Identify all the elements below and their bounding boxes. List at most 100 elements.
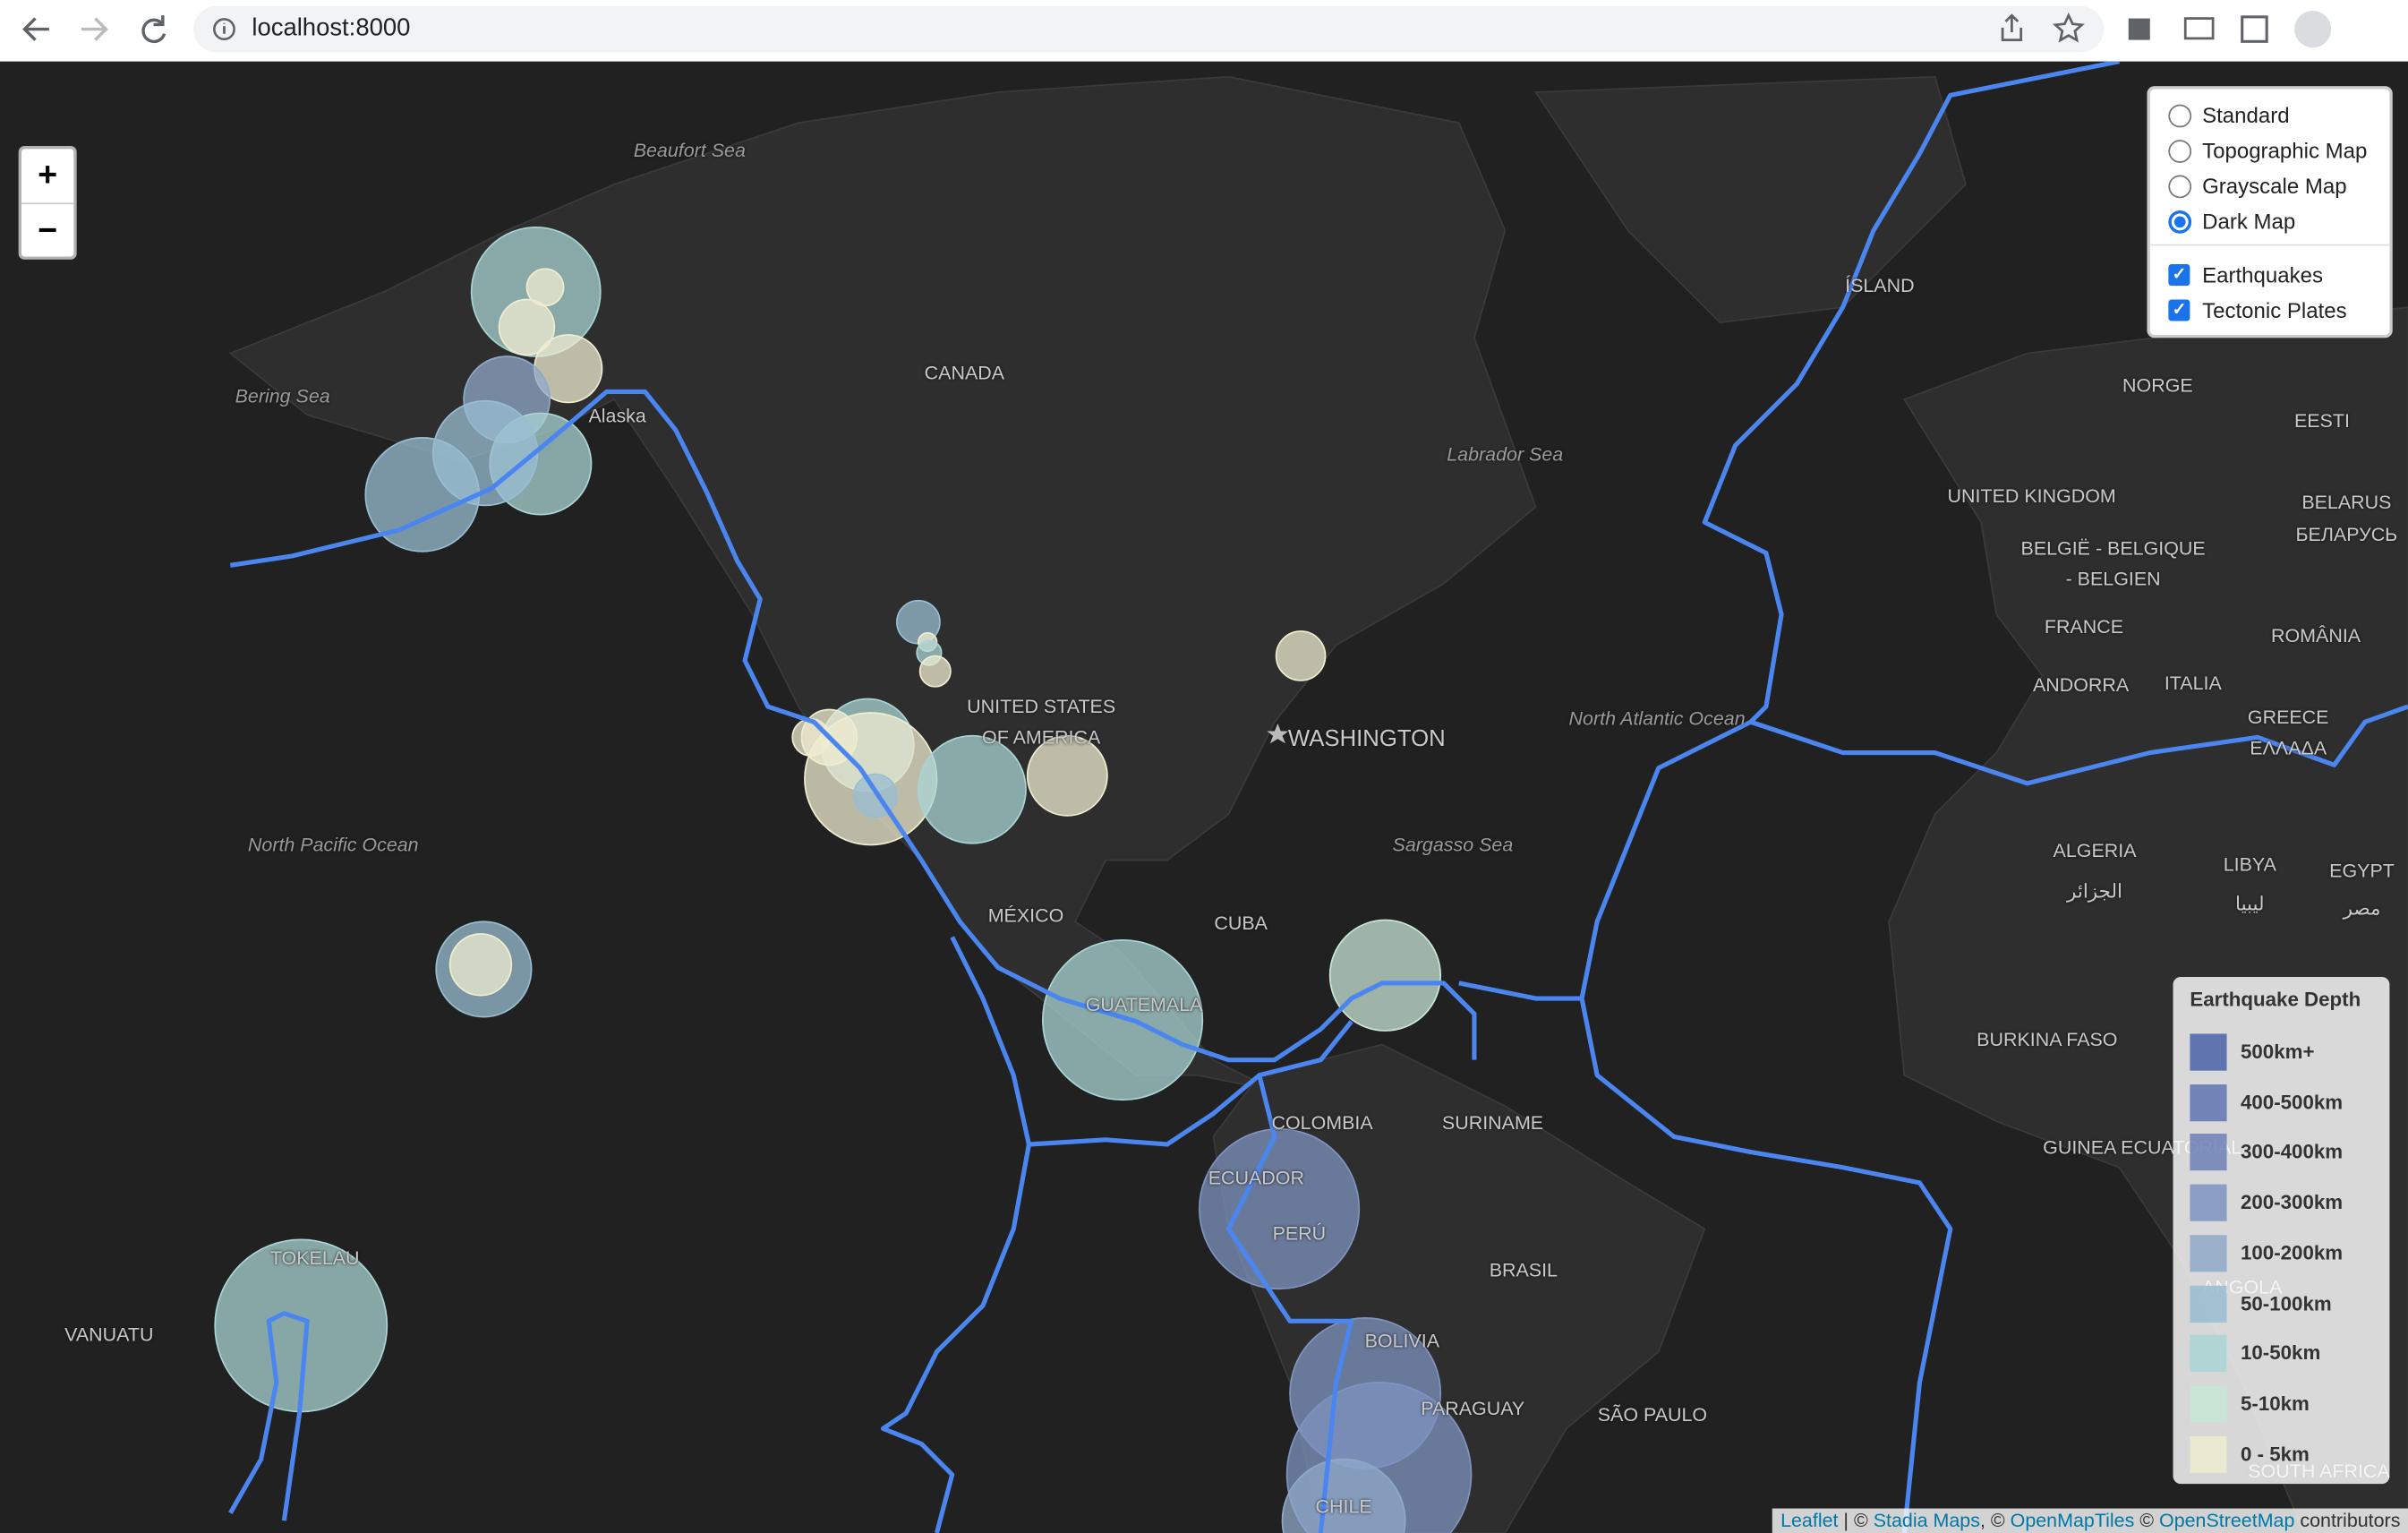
site-info-icon[interactable] [212, 6, 243, 52]
legend-label: 10-50km [2241, 1340, 2321, 1365]
legend-swatch [2190, 1335, 2227, 1373]
map-label: WASHINGTON [1287, 725, 1446, 752]
nav-buttons [22, 15, 167, 44]
map-label: SURINAME [1441, 1111, 1544, 1134]
legend-swatch [2190, 1083, 2227, 1121]
base-layer-label: Topographic Map [2202, 138, 2368, 163]
map-label: Labrador Sea [1447, 443, 1564, 466]
map-label: ΕΛΛΑΔΑ [2250, 737, 2327, 759]
map-label: North Pacific Ocean [247, 834, 419, 856]
attribution-text: © [2134, 1510, 2160, 1532]
browser-toolbar: localhost:8000 [0, 0, 2408, 64]
map-label: Beaufort Sea [633, 140, 746, 162]
overlay-label: Earthquakes [2202, 262, 2323, 287]
address-bar[interactable]: localhost:8000 [193, 5, 2105, 53]
layer-control: Standard Topographic Map Grayscale Map Dark… [2147, 86, 2393, 338]
zoom-out[interactable]: − [38, 210, 58, 249]
legend-label: 200-300km [2241, 1190, 2344, 1214]
capital-star [1267, 723, 1289, 744]
url-text[interactable]: localhost:8000 [252, 15, 411, 42]
map-label: BURKINA FASO [1977, 1029, 2118, 1051]
radio-button[interactable] [2168, 140, 2192, 163]
map-label: GREECE [2247, 707, 2329, 729]
attribution-text: contributors [2294, 1510, 2401, 1532]
checkbox[interactable]: ✓ [2168, 264, 2190, 287]
earthquake-marker[interactable] [918, 734, 1027, 844]
map-label: الجزائر [2067, 880, 2122, 903]
reload-button[interactable] [141, 15, 167, 44]
map-label: North Atlantic Ocean [1568, 707, 1746, 730]
checkbox[interactable]: ✓ [2168, 299, 2190, 321]
map-label: ITALIA [2164, 672, 2222, 695]
map-label: FRANCE [2044, 615, 2124, 638]
back-button[interactable] [22, 17, 49, 41]
map-label: TOKELAU [269, 1246, 360, 1269]
legend-swatch [2190, 1284, 2227, 1323]
map-label: COLOMBIA [1271, 1111, 1373, 1134]
map-label: ليبيا [2235, 893, 2265, 915]
earthquake-marker[interactable] [1275, 630, 1327, 681]
map-label: مصر [2343, 897, 2381, 920]
earthquake-marker[interactable] [791, 717, 831, 757]
map-label: БЕЛАРУСЬ [2295, 523, 2398, 545]
cast-icon[interactable] [2183, 17, 2215, 40]
map-label: CUBA [1214, 912, 1268, 934]
map-label: BRASIL [1489, 1259, 1558, 1281]
plate-boundary [950, 936, 1353, 1147]
bookmark-icon[interactable] [2052, 12, 2085, 43]
map-label: OF AMERICA [982, 726, 1101, 749]
map[interactable]: Beaufort Sea Bering Sea Alaska CANADA Labrad… [0, 61, 2408, 1533]
map-label: ÍSLAND [1845, 275, 1915, 297]
earthquake-marker[interactable] [1281, 1458, 1406, 1533]
share-icon[interactable] [2001, 13, 2023, 41]
map-label: UNITED KINGDOM [1947, 485, 2116, 508]
earthquake-marker[interactable] [1026, 734, 1108, 817]
plate-boundary [1225, 1075, 1354, 1533]
map-label: LIBYA [2223, 853, 2276, 876]
attribution-text: , © [1979, 1510, 2011, 1532]
map-label: Bering Sea [235, 385, 330, 407]
profile-icon[interactable] [2294, 11, 2332, 48]
forward-button[interactable] [81, 17, 108, 41]
map-label: Alaska [588, 405, 646, 427]
earthquake-marker[interactable] [498, 298, 556, 356]
legend-swatch [2190, 1033, 2227, 1071]
plate-boundary [880, 1143, 1031, 1533]
plate-boundary [1579, 61, 2120, 1533]
radio-button[interactable] [2168, 104, 2192, 128]
map-label: ANDORRA [2032, 674, 2130, 697]
map-label: CANADA [924, 362, 1005, 384]
map-label: BELGIË - BELGIQUE [2020, 537, 2206, 560]
radio-button[interactable] [2168, 210, 2192, 234]
map-label: UNITED STATES [967, 696, 1116, 718]
earthquake-marker[interactable] [525, 268, 565, 307]
earthquake-marker[interactable] [1328, 919, 1442, 1032]
map-label: PERÚ [1272, 1222, 1327, 1245]
map-label: EESTI [2293, 410, 2350, 432]
map-label: CHILE [1315, 1495, 1372, 1518]
map-label: Sargasso Sea [1392, 834, 1514, 856]
land [228, 75, 1537, 1092]
attribution-text: | © [1838, 1510, 1874, 1532]
radio-button[interactable] [2168, 175, 2192, 199]
separator [2149, 244, 2390, 246]
sidepanel-icon[interactable] [2241, 15, 2268, 43]
map-label: - BELGIEN [2065, 568, 2161, 590]
legend-label: 300-400km [2241, 1140, 2344, 1164]
attribution-link[interactable]: Stadia Maps [1873, 1510, 1980, 1532]
attribution-link[interactable]: OpenMapTiles [2010, 1510, 2135, 1532]
map-layer [214, 61, 2408, 1533]
earthquake-marker[interactable] [918, 655, 952, 688]
attribution-link[interactable]: Leaflet [1780, 1510, 1839, 1532]
base-layer-label: Grayscale Map [2202, 173, 2347, 199]
earthquake-marker[interactable] [1042, 938, 1204, 1101]
attribution-link[interactable]: OpenStreetMap [2159, 1510, 2295, 1532]
earthquake-marker[interactable] [1198, 1127, 1361, 1290]
legend-swatch [2190, 1435, 2227, 1473]
extensions-icon[interactable] [2128, 18, 2150, 40]
legend-label: 50-100km [2241, 1290, 2332, 1315]
earthquake-marker[interactable] [448, 933, 513, 997]
zoom-in[interactable]: + [21, 149, 74, 205]
